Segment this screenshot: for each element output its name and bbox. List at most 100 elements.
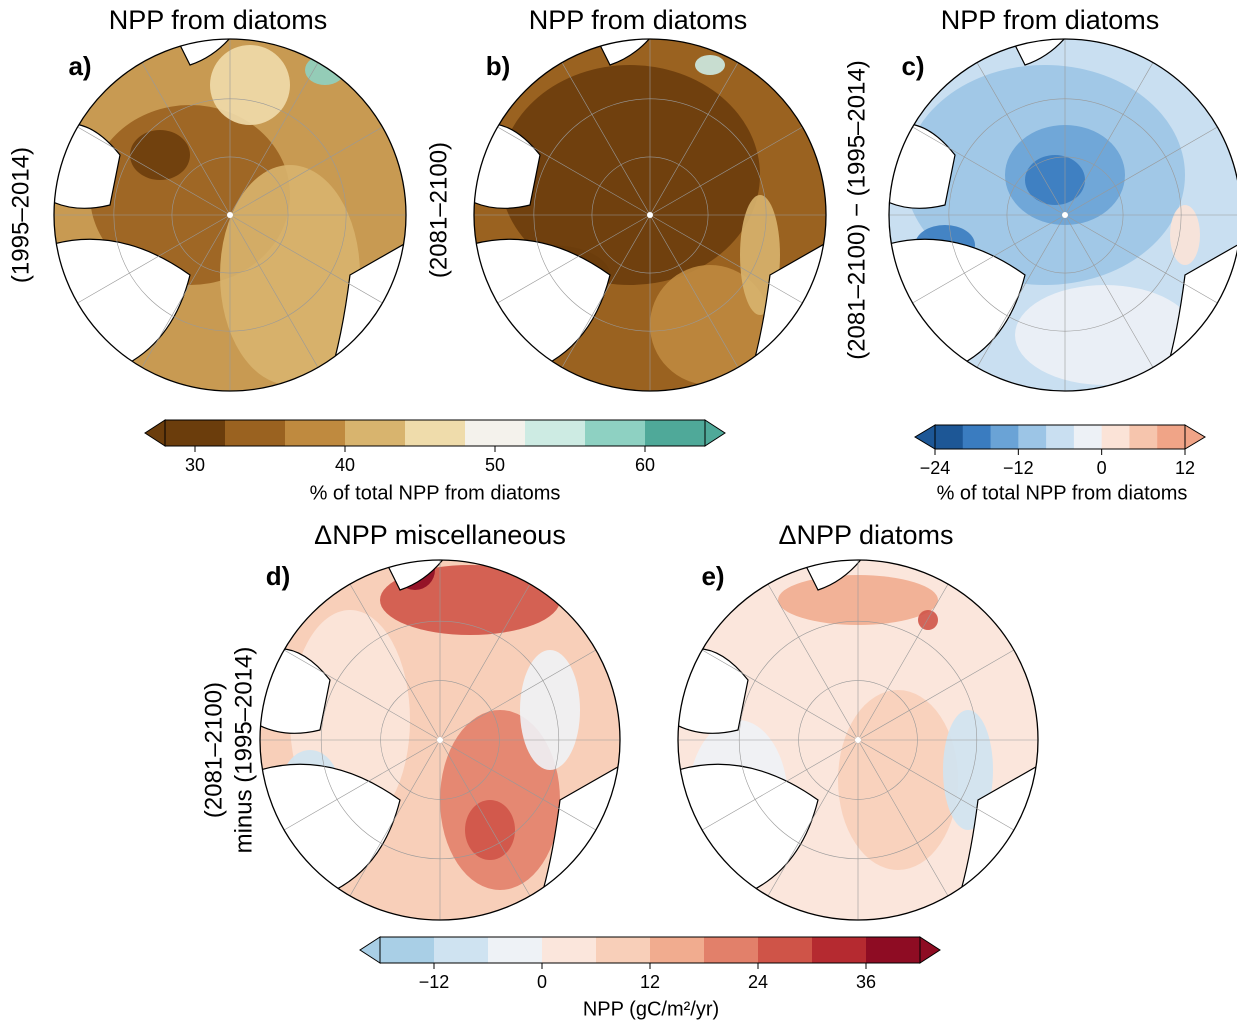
map-border bbox=[259, 559, 621, 921]
panel-title: ΔNPP miscellaneous bbox=[314, 520, 566, 550]
extend-low bbox=[914, 424, 936, 450]
colorbar-bin bbox=[645, 420, 706, 446]
colorbar-bin bbox=[650, 937, 705, 963]
colorbar-bin bbox=[525, 420, 586, 446]
map-border bbox=[473, 38, 827, 392]
colorbar-bin bbox=[434, 937, 489, 963]
colorbar-bin bbox=[866, 937, 921, 963]
field-patch bbox=[500, 65, 760, 285]
pole bbox=[855, 737, 861, 743]
panel-label: c) bbox=[901, 51, 924, 81]
colorbar-bin bbox=[585, 420, 646, 446]
colorbar-label: NPP (gC/m²/yr) bbox=[583, 998, 719, 1020]
colorbar-bin bbox=[1101, 425, 1130, 449]
field-patch bbox=[838, 690, 958, 870]
field-patch bbox=[1170, 205, 1200, 265]
panel-label: e) bbox=[701, 561, 724, 591]
panel-label: d) bbox=[266, 561, 291, 591]
colorbar-frame bbox=[934, 424, 1186, 450]
colorbar-bin bbox=[704, 937, 759, 963]
field-patch bbox=[305, 55, 345, 85]
extend-high bbox=[1184, 424, 1206, 450]
extend-low bbox=[144, 419, 166, 447]
colorbar-bin bbox=[380, 937, 435, 963]
field-patch bbox=[220, 165, 360, 385]
colorbar-bin bbox=[165, 420, 226, 446]
colorbar-bin bbox=[542, 937, 597, 963]
colorbar-bin bbox=[990, 425, 1019, 449]
land bbox=[797, 560, 870, 591]
colorbar-tick-label: 0 bbox=[1097, 458, 1107, 478]
colorbar-bin bbox=[962, 425, 992, 449]
colorbar-bin bbox=[758, 937, 813, 963]
panel-label: b) bbox=[486, 51, 511, 81]
colorbar-bin bbox=[1073, 425, 1103, 449]
extend-high bbox=[919, 936, 941, 964]
land bbox=[589, 39, 662, 66]
colorbar-bin bbox=[1018, 425, 1047, 449]
colorbar-tick-label: 12 bbox=[640, 972, 660, 992]
colorbar-bin bbox=[1129, 425, 1158, 449]
land bbox=[169, 39, 242, 66]
colorbar-bin bbox=[1157, 425, 1186, 449]
colorbar-bin bbox=[405, 420, 466, 446]
map bbox=[678, 560, 1038, 920]
pole bbox=[647, 212, 653, 218]
side-label: (2081–2100) − (1995–2014) bbox=[843, 60, 870, 360]
side-label: (2081–2100) bbox=[200, 682, 227, 818]
colorbar-tick-label: −24 bbox=[920, 458, 951, 478]
field-patch bbox=[465, 800, 515, 860]
colorbar-bin bbox=[345, 420, 406, 446]
colorbar-bin bbox=[812, 937, 867, 963]
field-patch bbox=[695, 55, 725, 75]
colorbar-tick-label: 12 bbox=[1175, 458, 1195, 478]
field-patch bbox=[1025, 155, 1085, 205]
colorbar-tick-label: 60 bbox=[635, 455, 655, 475]
colorbar-bin bbox=[1046, 425, 1075, 449]
colorbar-tick-label: −12 bbox=[419, 972, 450, 992]
land bbox=[1004, 39, 1077, 66]
panel-title: NPP from diatoms bbox=[529, 5, 748, 35]
colorbar-tick-label: 40 bbox=[335, 455, 355, 475]
colorbar-bin bbox=[225, 420, 286, 446]
colorbar-bin bbox=[285, 420, 346, 446]
map bbox=[474, 39, 826, 391]
colorbar-label: % of total NPP from diatoms bbox=[310, 482, 561, 504]
field-patch bbox=[918, 610, 938, 630]
colorbar-frame bbox=[164, 419, 706, 447]
pole bbox=[437, 737, 443, 743]
map bbox=[260, 560, 620, 920]
panel-label: a) bbox=[68, 51, 91, 81]
map-border bbox=[53, 38, 407, 392]
field-patch bbox=[210, 45, 290, 125]
extend-low bbox=[359, 936, 381, 964]
colorbar-tick-label: 30 bbox=[185, 455, 205, 475]
map bbox=[54, 39, 406, 391]
pole bbox=[1062, 212, 1068, 218]
field-patch bbox=[1015, 285, 1195, 385]
colorbar-label: % of total NPP from diatoms bbox=[937, 482, 1188, 504]
colorbar-tick-label: 0 bbox=[537, 972, 547, 992]
colorbar-tick-label: 36 bbox=[856, 972, 876, 992]
colorbar-bin bbox=[935, 425, 964, 449]
field-patch bbox=[130, 130, 190, 180]
map-border bbox=[677, 559, 1039, 921]
extend-high bbox=[704, 419, 726, 447]
colorbar-bin bbox=[465, 420, 526, 446]
side-label: (2081–2100) bbox=[425, 142, 452, 278]
panel-title: NPP from diatoms bbox=[109, 5, 328, 35]
map-border bbox=[888, 38, 1237, 392]
side-label: (1995–2014) bbox=[7, 147, 34, 283]
side-label: minus (1995–2014) bbox=[230, 647, 257, 854]
map bbox=[889, 39, 1237, 391]
colorbar-tick-label: 24 bbox=[748, 972, 768, 992]
panel-title: ΔNPP diatoms bbox=[778, 520, 953, 550]
colorbar-bin bbox=[596, 937, 651, 963]
colorbar-bin bbox=[488, 937, 543, 963]
land bbox=[379, 560, 452, 591]
colorbar-tick-label: −12 bbox=[1003, 458, 1034, 478]
pole bbox=[227, 212, 233, 218]
field-patch bbox=[650, 265, 770, 385]
field-patch bbox=[520, 650, 580, 770]
